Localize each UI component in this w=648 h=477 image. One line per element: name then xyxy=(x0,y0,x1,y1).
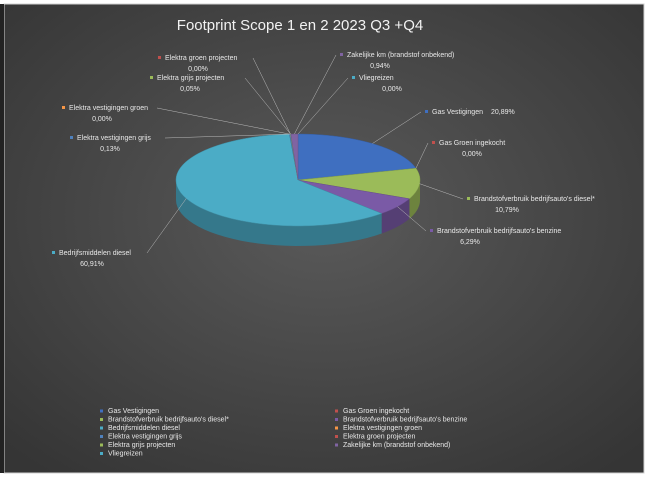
data-label-name: Brandstofverbruik bedrijfsauto's benzine xyxy=(437,228,561,235)
slice xyxy=(297,133,417,181)
data-label-name: Gas Groen ingekocht xyxy=(439,140,505,147)
data-label-value: 0,13% xyxy=(100,146,120,153)
leader-line xyxy=(297,77,349,135)
leader-line xyxy=(156,107,290,135)
legend-label: Zakelijke km (brandstof onbekend) xyxy=(343,442,450,449)
data-label-value: 0,00% xyxy=(188,66,208,73)
slice-side xyxy=(176,180,382,246)
legend-key xyxy=(100,409,103,413)
data-label-name: Elektra grijs projecten xyxy=(157,75,224,82)
legend-key xyxy=(100,418,103,421)
legend-label: Elektra vestigingen grijs xyxy=(108,433,182,440)
data-label-value: 20,89% xyxy=(491,109,515,116)
legend-key xyxy=(100,426,103,430)
legend-key xyxy=(335,409,338,413)
label-key xyxy=(432,141,435,144)
legend-key xyxy=(100,443,103,447)
data-label-name: Brandstofverbruik bedrijfsauto's diesel* xyxy=(474,196,595,203)
label-key xyxy=(150,76,153,79)
legend-key xyxy=(335,435,338,438)
legend-label: Vliegreizen xyxy=(108,450,143,457)
data-label-value: 6,29% xyxy=(460,239,480,246)
label-key xyxy=(70,136,73,139)
data-label-value: 10,79% xyxy=(495,207,519,214)
data-label-name: Bedrijfsmiddelen diesel xyxy=(59,250,131,257)
legend-label: Gas Vestigingen xyxy=(108,408,159,415)
leader-line xyxy=(419,183,464,200)
data-label-name: Vliegreizen xyxy=(359,75,394,82)
legend-label: Brandstofverbruik bedrijfsauto's diesel* xyxy=(108,416,229,423)
slice xyxy=(290,133,299,181)
data-label-name: Zakelijke km (brandstof onbekend) xyxy=(347,52,454,59)
label-key xyxy=(430,229,433,232)
leader-line xyxy=(146,198,187,254)
leader-line xyxy=(397,206,427,232)
data-label-name: Elektra vestigingen groen xyxy=(69,105,148,112)
legend-label: Elektra vestigingen groen xyxy=(343,425,422,432)
leader-line xyxy=(244,77,291,135)
legend-label: Bedrijfsmiddelen diesel xyxy=(108,425,180,432)
legend-key xyxy=(335,443,338,447)
data-label-value: 0,00% xyxy=(382,86,402,93)
label-key xyxy=(340,53,343,56)
label-key xyxy=(52,251,55,254)
data-label-value: 0,00% xyxy=(92,116,112,123)
data-label-name: Gas Vestigingen xyxy=(432,109,483,116)
legend-label: Elektra groen projecten xyxy=(343,433,415,440)
data-label-value: 0,05% xyxy=(180,86,200,93)
legend-key xyxy=(100,452,103,455)
label-key xyxy=(62,106,65,109)
data-label-value: 0,94% xyxy=(370,63,390,70)
edge xyxy=(0,4,4,473)
leader-line xyxy=(294,54,337,135)
label-key xyxy=(352,76,355,79)
data-label-value: 0,00% xyxy=(462,151,482,158)
chart-title: Footprint Scope 1 en 2 2023 Q3 +Q4 xyxy=(177,17,423,34)
label-key xyxy=(467,197,470,200)
legend-label: Brandstofverbruik bedrijfsauto's benzine xyxy=(343,416,467,423)
leader-line xyxy=(372,111,422,144)
data-label-name: Elektra groen projecten xyxy=(165,55,237,62)
slice-side xyxy=(381,198,410,234)
label-key xyxy=(158,56,161,59)
legend-key xyxy=(335,426,338,430)
data-label-name: Elektra vestigingen grijs xyxy=(77,135,151,142)
data-label-value: 60,91% xyxy=(80,261,104,268)
label-key xyxy=(425,110,428,113)
legend-label: Elektra grijs projecten xyxy=(108,442,175,449)
leader-line xyxy=(252,57,291,135)
leader-line xyxy=(164,133,290,139)
legend-key xyxy=(335,418,338,421)
leader-line xyxy=(415,142,429,169)
legend-key xyxy=(100,435,103,438)
legend-label: Gas Groen ingekocht xyxy=(343,408,409,415)
